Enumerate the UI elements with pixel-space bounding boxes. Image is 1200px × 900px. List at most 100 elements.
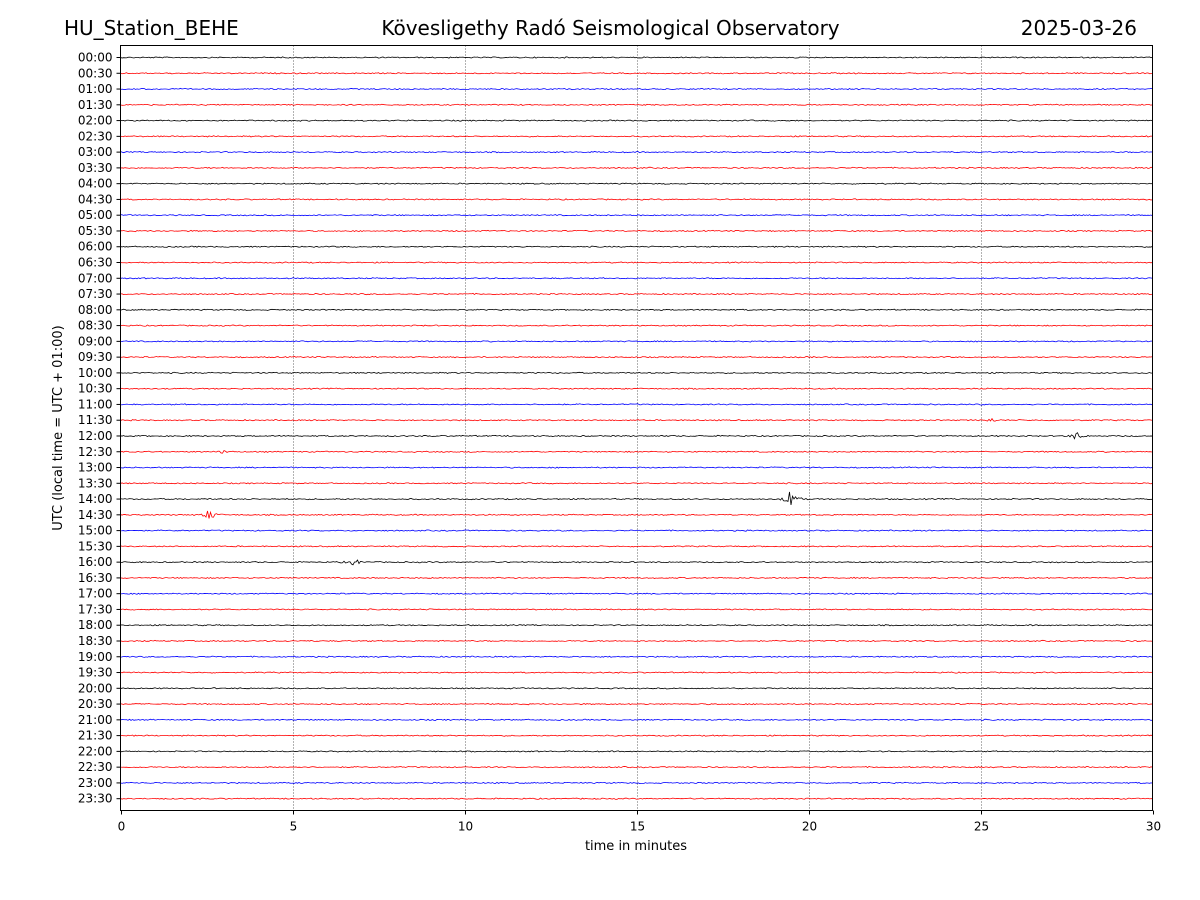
trace-line xyxy=(120,432,1153,440)
y-tick-label: 12:00 xyxy=(78,429,113,443)
y-tick-label: 01:30 xyxy=(78,98,113,112)
y-tick-label: 03:00 xyxy=(78,145,113,159)
y-tick-label: 19:00 xyxy=(78,650,113,664)
y-tick-label: 06:00 xyxy=(78,240,113,254)
trace-line xyxy=(120,687,1153,690)
y-tick-label: 18:00 xyxy=(78,618,113,632)
y-tick-label: 21:00 xyxy=(78,713,113,727)
y-tick-label: 17:30 xyxy=(78,602,113,616)
y-tick-label: 01:00 xyxy=(78,82,113,96)
trace-line xyxy=(120,781,1153,785)
trace-line xyxy=(120,750,1153,753)
y-tick-label: 14:30 xyxy=(78,508,113,522)
trace-line xyxy=(120,639,1153,643)
y-tick-label: 11:30 xyxy=(78,413,113,427)
x-tick-label: 10 xyxy=(458,820,473,834)
y-tick-label: 00:30 xyxy=(78,66,113,80)
trace-line xyxy=(120,214,1153,217)
trace-line xyxy=(120,371,1153,375)
y-tick-label: 09:30 xyxy=(78,350,113,364)
y-tick-label: 13:00 xyxy=(78,461,113,475)
y-tick-label: 23:30 xyxy=(78,792,113,806)
y-tick-label: 20:00 xyxy=(78,681,113,695)
trace-line xyxy=(120,592,1153,595)
y-tick-label: 10:30 xyxy=(78,382,113,396)
y-tick-label: 07:30 xyxy=(78,287,113,301)
trace-line xyxy=(120,510,1153,519)
y-tick-label: 00:00 xyxy=(78,51,113,65)
trace-line xyxy=(120,356,1153,359)
x-tick-label: 30 xyxy=(1146,820,1161,834)
y-tick-label: 02:00 xyxy=(78,114,113,128)
y-tick-label: 20:30 xyxy=(78,697,113,711)
trace-line xyxy=(120,624,1153,627)
x-tick-label: 15 xyxy=(630,820,645,834)
y-axis-label: UTC (local time = UTC + 01:00) xyxy=(51,325,66,530)
trace-line xyxy=(120,56,1153,59)
y-tick-label: 22:00 xyxy=(78,744,113,758)
y-tick-label: 22:30 xyxy=(78,760,113,774)
y-tick-label: 04:00 xyxy=(78,177,113,191)
x-tick-label: 5 xyxy=(290,820,298,834)
y-tick-label: 02:30 xyxy=(78,129,113,143)
y-tick-label: 15:00 xyxy=(78,524,113,538)
y-tick-label: 10:00 xyxy=(78,366,113,380)
trace-line xyxy=(120,308,1153,311)
x-axis-ticks: 0 5 10 15 20 25 30 xyxy=(118,810,1161,834)
y-tick-label: 05:30 xyxy=(78,224,113,238)
y-tick-label: 09:00 xyxy=(78,334,113,348)
x-tick-label: 20 xyxy=(802,820,817,834)
trace-line xyxy=(120,103,1153,106)
trace-line xyxy=(120,734,1153,737)
trace-line xyxy=(120,491,1153,505)
y-tick-label: 16:00 xyxy=(78,555,113,569)
trace-line xyxy=(120,229,1153,233)
y-tick-label: 07:00 xyxy=(78,271,113,285)
trace-line xyxy=(120,292,1153,296)
trace-line xyxy=(120,450,1153,454)
y-tick-label: 08:30 xyxy=(78,319,113,333)
trace-line xyxy=(120,545,1153,548)
station-name: HU_Station_BEHE xyxy=(64,16,239,40)
trace-line xyxy=(120,182,1153,185)
trace-line xyxy=(120,529,1153,532)
y-tick-label: 18:30 xyxy=(78,634,113,648)
y-tick-label: 03:30 xyxy=(78,161,113,175)
trace-line xyxy=(120,261,1153,264)
vertical-gridlines xyxy=(293,45,982,811)
y-tick-label: 16:30 xyxy=(78,571,113,585)
trace-line xyxy=(120,559,1153,566)
trace-line xyxy=(120,87,1153,91)
trace-line xyxy=(120,150,1153,154)
trace-line xyxy=(120,797,1153,800)
plot-frame xyxy=(120,45,1153,811)
y-tick-label: 05:00 xyxy=(78,208,113,222)
trace-line xyxy=(120,245,1153,248)
y-tick-label: 04:30 xyxy=(78,192,113,206)
trace-line xyxy=(120,608,1153,611)
trace-lines xyxy=(120,56,1153,800)
y-tick-label: 08:00 xyxy=(78,303,113,317)
trace-line xyxy=(120,576,1153,580)
y-tick-label: 12:30 xyxy=(78,445,113,459)
x-tick-label: 25 xyxy=(974,820,989,834)
y-tick-label: 21:30 xyxy=(78,729,113,743)
y-tick-label: 15:30 xyxy=(78,539,113,553)
x-tick-label: 0 xyxy=(118,820,126,834)
trace-line xyxy=(120,135,1153,138)
y-tick-label: 06:30 xyxy=(78,256,113,270)
y-tick-label: 19:30 xyxy=(78,666,113,680)
trace-line xyxy=(120,387,1153,390)
trace-line xyxy=(120,702,1153,706)
trace-line xyxy=(120,166,1153,170)
y-tick-label: 13:30 xyxy=(78,476,113,490)
trace-line xyxy=(120,765,1153,769)
trace-line xyxy=(120,277,1153,280)
x-axis-label: time in minutes xyxy=(585,839,687,854)
trace-line xyxy=(120,655,1153,658)
chart-title: Kövesligethy Radó Seismological Observat… xyxy=(381,16,840,40)
trace-line xyxy=(120,72,1153,75)
trace-line xyxy=(120,718,1153,721)
